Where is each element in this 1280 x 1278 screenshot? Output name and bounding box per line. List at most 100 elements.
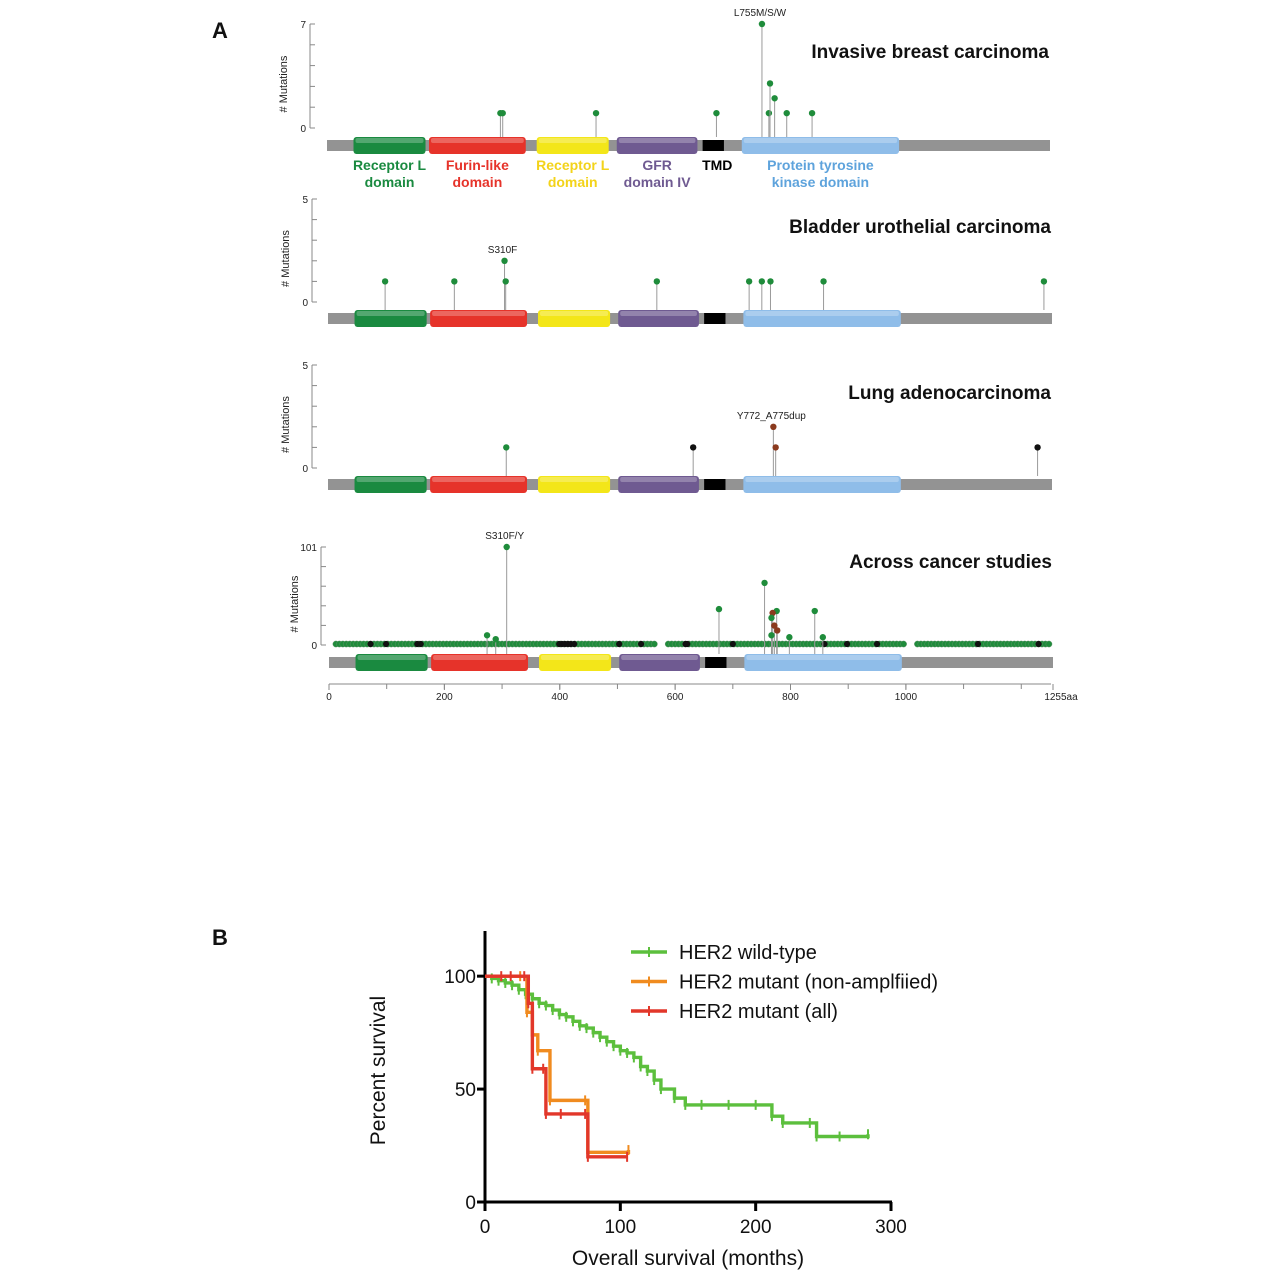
domain-highlight xyxy=(746,655,900,660)
domain-gfr xyxy=(618,476,699,493)
mutation-point xyxy=(774,627,781,634)
domain-highlight xyxy=(620,311,697,316)
survival-y-tick-label: 50 xyxy=(455,1080,476,1101)
mutation-point-truncating xyxy=(637,640,645,648)
mutation-point xyxy=(381,278,389,285)
panel-title: Invasive breast carcinoma xyxy=(811,42,1049,63)
domain-furin xyxy=(430,310,528,327)
survival-x-tick-label: 300 xyxy=(875,1217,907,1238)
domain-kinase xyxy=(741,137,900,154)
domain-receptor_l_1 xyxy=(353,137,426,154)
mutation-point xyxy=(820,278,827,285)
domain-furin xyxy=(428,137,526,154)
domain-tmd xyxy=(702,140,724,151)
mutation-point xyxy=(783,109,790,117)
mutation-point xyxy=(770,423,777,430)
survival-x-tick-label: 100 xyxy=(604,1217,636,1238)
lollipop-panel-breast: 7 0 # Mutations Invasive breast carcinoma L7… xyxy=(278,8,1050,190)
mutation-point-truncating xyxy=(1035,640,1042,648)
domain-label-receptor_l_1: Receptor L xyxy=(353,157,427,173)
domain-receptor_l_1 xyxy=(354,310,427,327)
domain-label-gfr-line2: domain IV xyxy=(624,174,692,190)
mutation-point-truncating xyxy=(383,640,390,648)
y-axis-label: # Mutations xyxy=(280,396,292,453)
domain-label-furin: Furin-like xyxy=(446,157,509,173)
mutation-point-truncating xyxy=(417,640,424,648)
domain-highlight xyxy=(745,477,899,482)
domain-receptor_l_2 xyxy=(537,310,611,327)
domain-kinase xyxy=(744,654,902,671)
survival-y-axis-label: Percent survival xyxy=(367,996,390,1145)
x-tick-label: 0 xyxy=(326,692,332,703)
mutation-point xyxy=(769,609,776,617)
mutation-point xyxy=(1040,278,1048,285)
domain-receptor_l_2 xyxy=(538,654,612,671)
domain-highlight xyxy=(621,655,698,660)
domain-highlight xyxy=(433,655,527,660)
panel-title: Lung adenocarcinoma xyxy=(848,383,1051,404)
survival-chart: 0 50 100 0 100 200 300 Overall survival (months… xyxy=(367,931,938,1270)
mutation-point xyxy=(499,109,506,117)
mutation-point-truncating xyxy=(571,640,578,648)
mutation-point-truncating xyxy=(843,640,851,648)
mutation-point xyxy=(772,444,779,451)
domain-tmd xyxy=(704,313,726,324)
y-tick-label-min: 0 xyxy=(311,641,317,652)
domain-gfr xyxy=(616,137,698,154)
survival-x-tick-label: 0 xyxy=(480,1217,491,1238)
domain-label-tmd: TMD xyxy=(702,157,732,173)
mutation-point xyxy=(786,634,793,641)
mutation-point xyxy=(745,278,753,285)
domain-highlight xyxy=(432,311,526,316)
baseline-mutations xyxy=(332,640,1053,648)
mutation-point xyxy=(653,278,661,285)
legend-label-0: HER2 wild-type xyxy=(679,942,817,964)
survival-x-axis-label: Overall survival (months) xyxy=(572,1247,804,1270)
y-tick-label-max: 101 xyxy=(300,543,317,554)
legend-label-1: HER2 mutant (non-amplfiied) xyxy=(679,972,938,994)
mutation-point xyxy=(1034,444,1041,451)
domain-highlight xyxy=(430,138,524,143)
mutation-point xyxy=(592,109,600,117)
x-tick-label: 1000 xyxy=(895,692,918,703)
mutation-point xyxy=(758,20,766,28)
mutation-point xyxy=(713,109,720,117)
x-tick-label: 400 xyxy=(551,692,568,703)
y-tick-label-max: 5 xyxy=(302,361,308,372)
y-tick-label-min: 0 xyxy=(302,464,308,475)
y-axis-label: # Mutations xyxy=(278,55,290,112)
hotspot-annotation: Y772_A775dup xyxy=(737,411,806,422)
mutation-point xyxy=(715,605,723,613)
domain-highlight xyxy=(539,477,609,482)
mutation-point xyxy=(503,444,510,451)
lollipop-panel-lung: 5 0 # Mutations Lung adenocarcinoma Y772_A77… xyxy=(280,361,1052,493)
domain-receptor_l_2 xyxy=(536,137,609,154)
hotspot-annotation: S310F xyxy=(488,245,517,256)
domain-receptor_l_1 xyxy=(355,654,428,671)
mutation-point xyxy=(503,543,510,551)
domain-highlight xyxy=(539,311,609,316)
panel-title: Bladder urothelial carcinoma xyxy=(789,217,1051,238)
survival-y-tick-label: 100 xyxy=(444,967,476,988)
domain-tmd xyxy=(704,479,726,490)
mutation-point xyxy=(483,632,491,639)
domain-highlight xyxy=(432,477,526,482)
mutation-point xyxy=(765,109,773,117)
mutation-point-truncating xyxy=(367,640,374,648)
legend-label-2: HER2 mutant (all) xyxy=(679,1001,838,1023)
mutation-point xyxy=(689,444,697,451)
y-tick-label-min: 0 xyxy=(302,298,308,309)
domain-gfr xyxy=(618,310,699,327)
domain-label-furin-line2: domain xyxy=(452,174,502,190)
domain-kinase xyxy=(743,310,901,327)
domain-highlight xyxy=(745,311,899,316)
y-tick-label-max: 7 xyxy=(300,20,306,31)
domain-furin xyxy=(431,654,529,671)
survival-curve-1 xyxy=(485,974,631,1155)
domain-highlight xyxy=(356,311,425,316)
domain-gfr xyxy=(619,654,700,671)
mutation-point xyxy=(819,634,827,641)
domain-furin xyxy=(430,476,528,493)
domain-highlight xyxy=(618,138,696,143)
